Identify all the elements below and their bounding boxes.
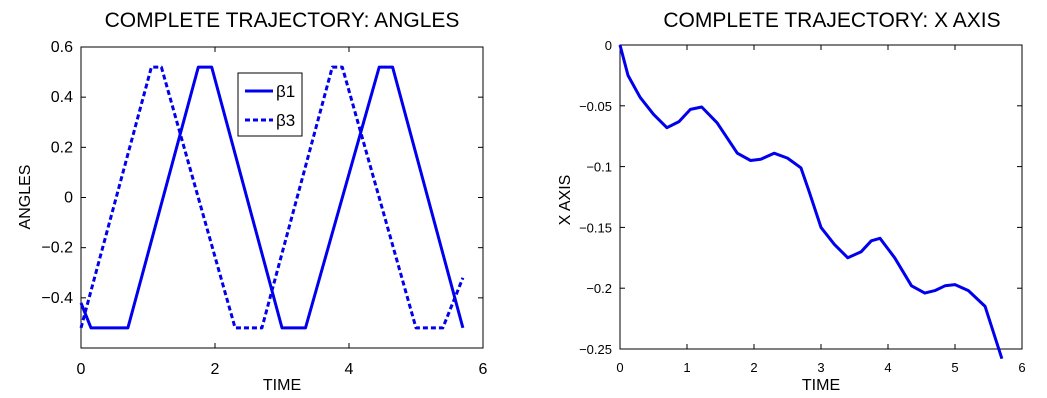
xaxis-ytick-label: −0.05 (579, 99, 612, 114)
angles-series-line-1 (79, 65, 465, 330)
angles-ylabel: ANGLES (17, 165, 34, 230)
xaxis-xtick-label: 2 (750, 360, 757, 375)
xaxis-xtick-label: 5 (951, 360, 958, 375)
xaxis-ylabel: X AXIS (557, 175, 574, 226)
xaxis-chart: COMPLETE TRAJECTORY: X AXIS 0 1 2 3 4 5 6 −0.25… (557, 9, 1026, 394)
angles-chart-title: COMPLETE TRAJECTORY: ANGLES (105, 9, 460, 32)
angles-xtick-label: 6 (479, 361, 488, 378)
xaxis-ytick-label: −0.1 (586, 160, 612, 175)
angles-ytick-label: 0 (64, 190, 73, 207)
legend-label-beta1: β1 (276, 82, 295, 101)
angles-series-lines (79, 65, 465, 330)
xaxis-plot-area (619, 44, 1023, 350)
angles-xtick-label: 0 (77, 361, 86, 378)
xaxis-ytick-label: −0.15 (579, 220, 612, 235)
xaxis-chart-title: COMPLETE TRAJECTORY: X AXIS (663, 9, 1000, 32)
angles-ytick-label: 0.2 (51, 139, 73, 156)
xaxis-xtick-label: 0 (616, 360, 623, 375)
angles-xlabel: TIME (263, 377, 301, 394)
xaxis-xtick-label: 3 (817, 360, 824, 375)
angles-xtick-label: 4 (345, 361, 354, 378)
angles-ytick-label: 0.6 (51, 39, 73, 56)
xaxis-ytick-label: 0 (605, 38, 612, 53)
xaxis-ytick-label: −0.25 (579, 342, 612, 357)
xaxis-ticks: 0 1 2 3 4 5 6 −0.25 −0.2 −0.15 −0.1 −0.05 0 (579, 38, 1026, 375)
xaxis-series-line-1 (618, 44, 1004, 360)
xaxis-xtick-label: 1 (683, 360, 690, 375)
xaxis-ytick-label: −0.2 (586, 281, 612, 296)
xaxis-xtick-label: 4 (884, 360, 891, 375)
angles-ticks: 0 2 4 6 −0.4 −0.2 0 0.2 0.4 0.6 (41, 39, 487, 378)
angles-series-line-2 (79, 65, 465, 330)
angles-ytick-label: −0.4 (41, 290, 73, 307)
legend-label-beta3: β3 (276, 111, 295, 130)
angles-ytick-label: −0.2 (41, 240, 73, 257)
angles-legend: β1 β3 (237, 72, 303, 137)
xaxis-series-lines (618, 44, 1004, 360)
angles-ytick-label: 0.4 (51, 89, 73, 106)
xaxis-xlabel: TIME (802, 377, 840, 394)
angles-chart: COMPLETE TRAJECTORY: ANGLES 0 2 4 6 −0.4 −0.2… (17, 9, 488, 394)
xaxis-xtick-label: 6 (1018, 360, 1025, 375)
angles-xtick-label: 2 (211, 361, 220, 378)
legend-box (237, 72, 303, 137)
